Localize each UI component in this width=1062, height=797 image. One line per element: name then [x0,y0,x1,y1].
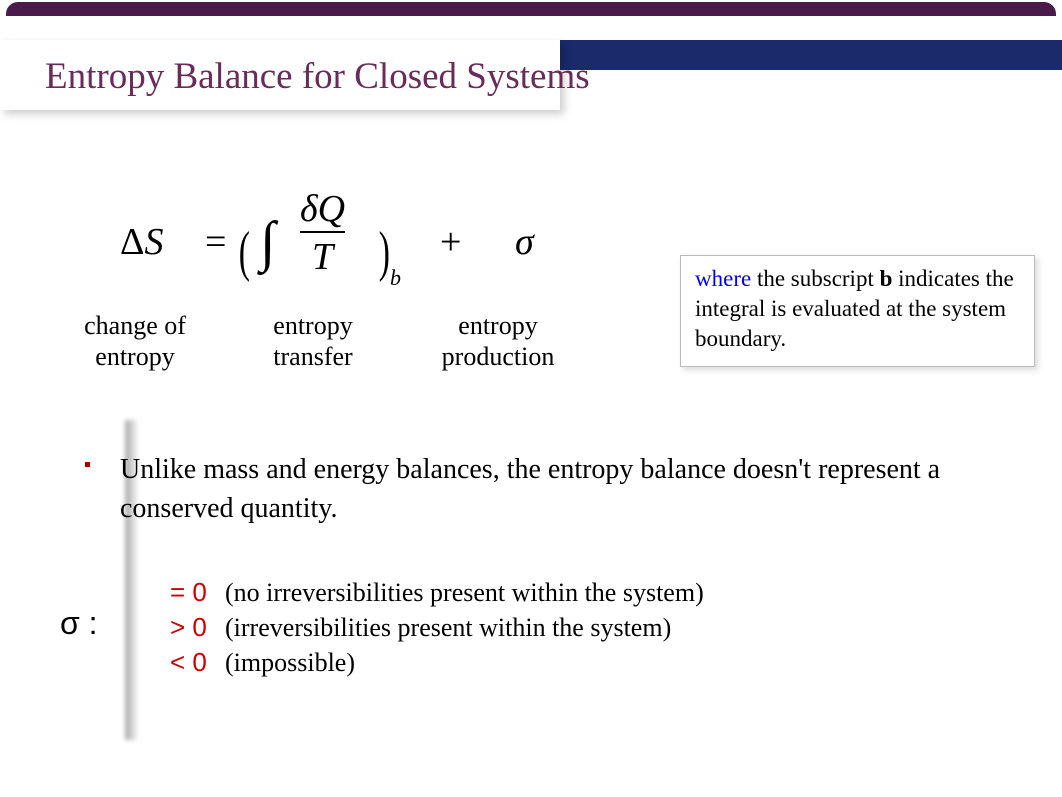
eq-subscript-b: b [390,265,401,291]
label-change-of-entropy: change of entropy [55,310,215,372]
eq-equals: = [205,220,226,264]
note-where: where [695,266,751,291]
case-condition: = 0 [170,575,225,610]
case-description: (irreversibilities present within the sy… [225,613,671,642]
case-row: > 0(irreversibilities present within the… [170,610,704,645]
slide-title: Entropy Balance for Closed Systems [45,55,590,98]
label-text: entropy [458,311,537,340]
label-text: transfer [273,342,352,371]
case-description: (no irreversibilities present within the… [225,578,704,607]
note-box: where the subscript b indicates the inte… [680,255,1035,367]
eq-sigma: σ [515,220,534,264]
bullet-item: Unlike mass and energy balances, the ent… [85,450,962,528]
case-condition: < 0 [170,645,225,680]
case-row: = 0(no irreversibilities present within … [170,575,704,610]
eq-integral: ∫ [260,210,275,274]
eq-fraction: δQ T [300,187,345,279]
sigma-cases: = 0(no irreversibilities present within … [170,575,704,680]
note-b: b [880,266,893,291]
eq-left-paren: ( [239,220,250,284]
label-text: production [442,342,555,371]
label-text: entropy [95,342,174,371]
bullet-text: Unlike mass and energy balances, the ent… [120,450,962,528]
note-text: the subscript [751,266,879,291]
eq-delta-s: ΔS [120,220,163,264]
label-text: change of [84,311,186,340]
slide-top-border [6,2,1056,16]
label-text: entropy [273,311,352,340]
eq-denominator: T [300,231,345,279]
case-condition: > 0 [170,610,225,645]
case-description: (impossible) [225,648,355,677]
eq-plus: + [440,220,461,264]
label-entropy-production: entropy production [418,310,578,372]
eq-right-paren: ) [379,220,390,284]
case-row: < 0(impossible) [170,645,704,680]
eq-numerator: δQ [300,187,345,231]
bullet-dot-icon [85,462,90,467]
sigma-cases-label: σ : [60,605,98,642]
label-entropy-transfer: entropy transfer [238,310,388,372]
